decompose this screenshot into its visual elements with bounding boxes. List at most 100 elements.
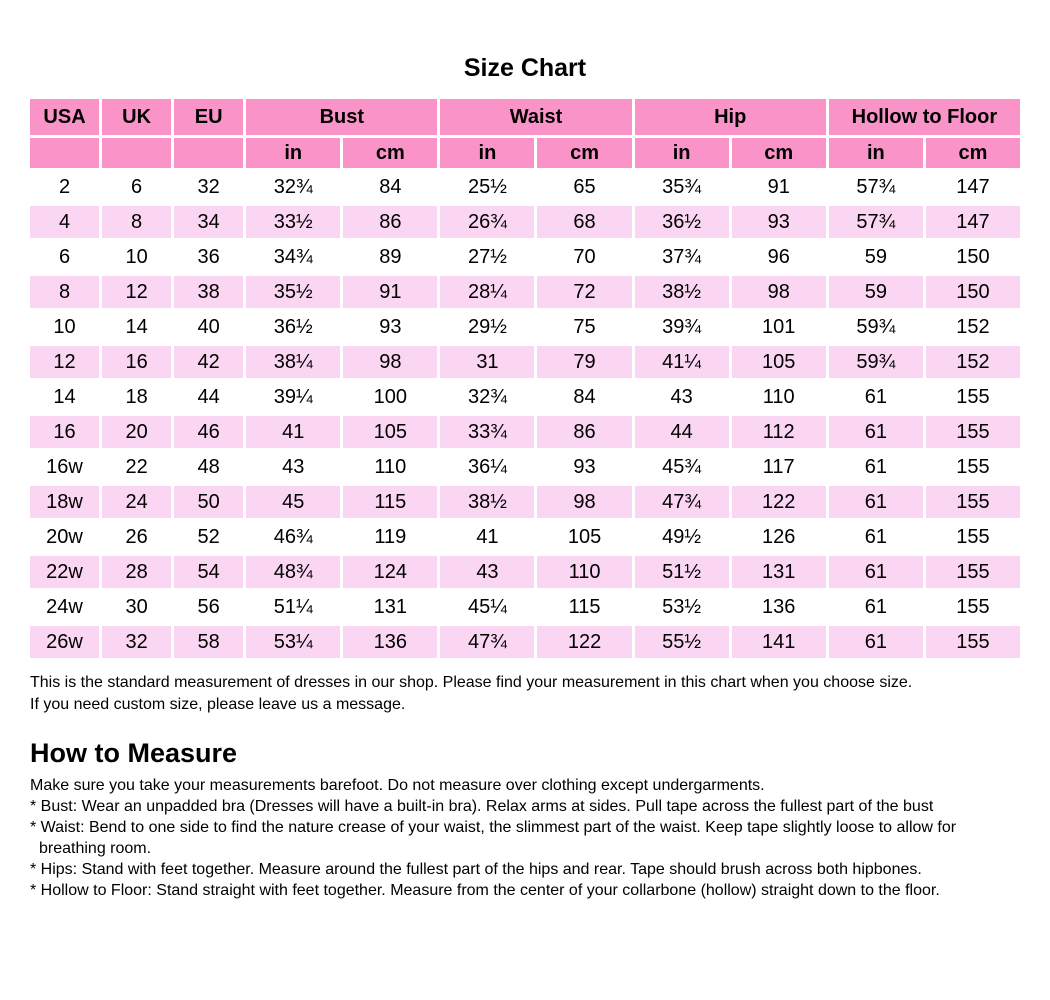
size-cell: 41¼ [634,346,729,378]
size-cell: 39¼ [246,381,341,413]
size-cell: 117 [731,451,826,483]
how-to-measure-heading: How to Measure [30,738,238,768]
size-cell: 101 [731,311,826,343]
size-cell: 14 [102,311,172,343]
size-cell: 45¾ [634,451,729,483]
size-cell: 26¾ [440,206,535,238]
size-cell: 147 [925,171,1020,203]
unit-header-hip-cm: cm [731,138,826,168]
size-cell: 96 [731,241,826,273]
unit-header-hollow-to-floor-cm: cm [925,138,1020,168]
size-cell: 43 [246,451,341,483]
size-cell: 8 [102,206,172,238]
size-cell: 8 [30,276,100,308]
unit-header-waist-in: in [440,138,535,168]
size-cell: 20 [102,416,172,448]
size-cell: 141 [731,626,826,658]
measure-instruction-line: Make sure you take your measurements bar… [30,777,765,794]
size-cell: 61 [828,591,923,623]
size-cell: 93 [537,451,632,483]
size-cell: 41 [246,416,341,448]
size-cell: 32 [174,171,244,203]
size-row-usa-20w: 20w 26 52 46¾ 119 41 105 49½ 126 61 155 [30,521,1020,553]
size-cell: 56 [174,591,244,623]
size-row-usa-26w: 26w 32 58 53¼ 136 47¾ 122 55½ 141 61 155 [30,626,1020,658]
size-cell: 18 [102,381,172,413]
size-cell: 58 [174,626,244,658]
size-cell: 24 [102,486,172,518]
size-row-usa-24w: 24w 30 56 51¼ 131 45¼ 115 53½ 136 61 155 [30,591,1020,623]
measure-instruction-line: * Hollow to Floor: Stand straight with f… [30,882,940,899]
column-header-uk: UK [102,99,172,135]
size-cell: 93 [731,206,826,238]
size-cell: 43 [634,381,729,413]
size-cell: 6 [102,171,172,203]
size-cell: 147 [925,206,1020,238]
size-row-usa-16: 16 20 46 41 105 33¾ 86 44 112 61 155 [30,416,1020,448]
size-cell: 84 [537,381,632,413]
size-cell: 31 [440,346,535,378]
size-row-usa-22w: 22w 28 54 48¾ 124 43 110 51½ 131 61 155 [30,556,1020,588]
size-cell: 110 [731,381,826,413]
size-cell: 131 [343,591,438,623]
size-cell: 36½ [634,206,729,238]
size-cell: 91 [731,171,826,203]
size-cell: 12 [102,276,172,308]
size-cell: 105 [731,346,826,378]
size-cell: 110 [537,556,632,588]
size-cell: 61 [828,556,923,588]
size-row-usa-16w: 16w 22 48 43 110 36¼ 93 45¾ 117 61 155 [30,451,1020,483]
size-cell: 131 [731,556,826,588]
size-cell: 112 [731,416,826,448]
column-header-usa: USA [30,99,100,135]
size-cell: 30 [102,591,172,623]
size-row-usa-12: 12 16 42 38¼ 98 31 79 41¼ 105 59¾ 152 [30,346,1020,378]
size-cell: 32 [102,626,172,658]
size-cell: 86 [343,206,438,238]
size-cell: 45 [246,486,341,518]
size-cell: 38½ [440,486,535,518]
size-cell: 93 [343,311,438,343]
size-cell: 16 [102,346,172,378]
size-cell: 49½ [634,521,729,553]
size-cell: 53½ [634,591,729,623]
size-cell: 136 [343,626,438,658]
size-cell: 59¾ [828,346,923,378]
size-cell: 43 [440,556,535,588]
size-table-body: 2 6 32 32¾ 84 25½ 65 35¾ 91 57¾ 147 4 8 34 33½ 86 26¾ 68 3… [30,171,1020,658]
size-cell: 2 [30,171,100,203]
size-cell: 36½ [246,311,341,343]
unit-header-empty-usa [30,138,100,168]
size-cell: 152 [925,311,1020,343]
size-cell: 51¼ [246,591,341,623]
size-cell: 22w [30,556,100,588]
size-cell: 33¾ [440,416,535,448]
size-cell: 119 [343,521,438,553]
size-cell: 100 [343,381,438,413]
size-cell: 24w [30,591,100,623]
size-row-usa-8: 8 12 38 35½ 91 28¼ 72 38½ 98 59 150 [30,276,1020,308]
size-cell: 47¾ [634,486,729,518]
size-cell: 35½ [246,276,341,308]
size-cell: 33½ [246,206,341,238]
column-header-hip: Hip [634,99,826,135]
size-cell: 70 [537,241,632,273]
size-cell: 61 [828,451,923,483]
size-cell: 46¾ [246,521,341,553]
unit-header-empty-uk [102,138,172,168]
size-cell: 51½ [634,556,729,588]
size-cell: 115 [537,591,632,623]
size-cell: 50 [174,486,244,518]
size-cell: 4 [30,206,100,238]
size-cell: 59¾ [828,311,923,343]
size-cell: 35¾ [634,171,729,203]
size-cell: 26 [102,521,172,553]
size-row-usa-14: 14 18 44 39¼ 100 32¾ 84 43 110 61 155 [30,381,1020,413]
size-row-usa-6: 6 10 36 34¾ 89 27½ 70 37¾ 96 59 150 [30,241,1020,273]
size-cell: 61 [828,486,923,518]
header-unit-row: in cm in cm in cm in cm [30,138,1020,168]
size-cell: 41 [440,521,535,553]
size-cell: 25½ [440,171,535,203]
measure-instruction-line: * Bust: Wear an unpadded bra (Dresses wi… [30,798,934,815]
